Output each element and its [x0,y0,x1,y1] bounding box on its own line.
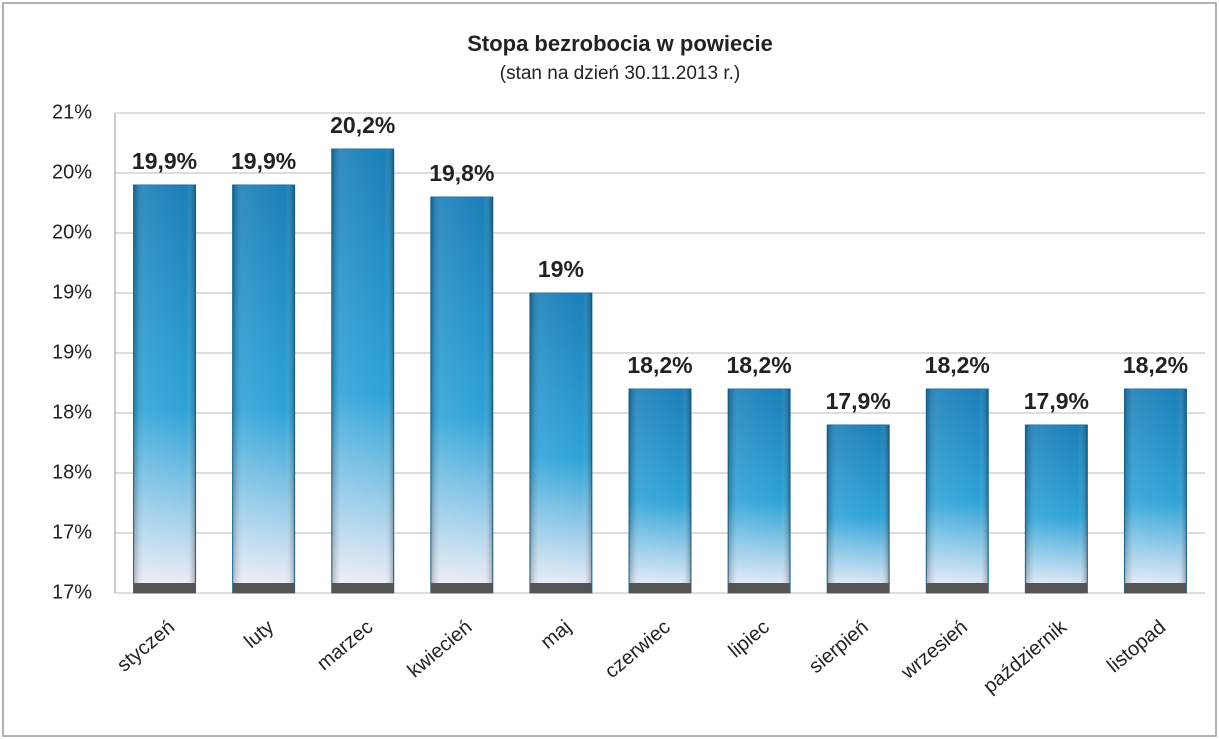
bar-base [1124,583,1187,593]
bar-base [430,583,493,593]
x-tick-label: październik [979,615,1071,698]
bar-base [232,583,295,593]
bar-base [728,583,791,593]
x-tick-label: wrzesień [897,616,972,684]
y-tick-label: 21% [52,101,92,123]
x-tick-label: luty [240,616,278,653]
y-tick-label: 19% [52,281,92,303]
value-label: 18,2% [1123,352,1188,378]
x-tick-label: czerwiec [601,616,675,683]
x-tick-label: kwiecień [404,616,477,682]
value-label: 20,2% [330,112,395,138]
chart-title: Stopa bezrobocia w powiecie [467,31,773,56]
bar-shade [1124,389,1187,593]
bar-shade [529,293,592,593]
x-tick-label: lipiec [725,616,774,662]
x-tick-label: listopad [1103,616,1170,677]
bar-shade [232,185,295,593]
x-tick-label: sierpień [805,616,873,678]
x-tick-label: marzec [313,616,377,675]
y-tick-label: 20% [52,221,92,243]
bar-shade [926,389,989,593]
y-tick-label: 17% [52,581,92,603]
bar-shade [331,149,394,593]
value-label: 19% [538,256,584,282]
value-label: 18,2% [627,352,692,378]
y-tick-label: 20% [52,161,92,183]
y-tick-label: 19% [52,341,92,363]
bar-shade [827,425,890,593]
value-label: 18,2% [925,352,990,378]
bar-base [1025,583,1088,593]
bar-shade [1025,425,1088,593]
x-tick-label: maj [537,616,576,654]
x-tick-label: styczeń [113,616,179,676]
value-label: 18,2% [726,352,791,378]
bar-base [133,583,196,593]
y-tick-label: 18% [52,401,92,423]
bar-base [529,583,592,593]
chart-subtitle: (stan na dzień 30.11.2013 r.) [500,63,740,84]
value-label: 17,9% [826,388,891,414]
value-label: 19,9% [132,148,197,174]
bar-shade [133,185,196,593]
bar-shade [728,389,791,593]
value-label: 17,9% [1024,388,1089,414]
value-label: 19,8% [429,160,494,186]
bar-base [629,583,691,593]
y-tick-label: 17% [52,521,92,543]
bar-base [331,583,394,593]
bar-shade [430,197,493,593]
y-tick-label: 18% [52,461,92,483]
bar-base [926,583,989,593]
value-label: 19,9% [231,148,296,174]
bar-base [827,583,890,593]
bar-shade [629,389,691,593]
